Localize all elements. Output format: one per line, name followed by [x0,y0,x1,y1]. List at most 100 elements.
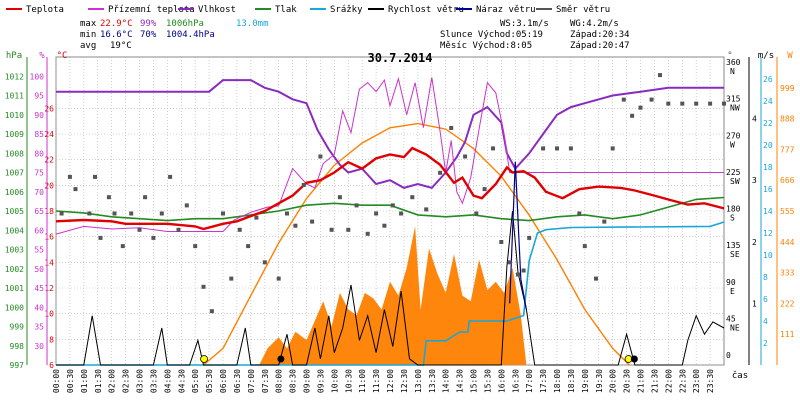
x-tick-label: 17:30 [539,369,548,393]
humidity-tick-label: 45 [34,284,44,293]
wind-direction-point [449,126,454,130]
wind-direction-point [621,97,626,102]
x-tick-label: 19:30 [595,369,604,393]
x-tick-label: 05:30 [205,369,214,393]
x-tick-label: 22:00 [664,369,673,393]
direction-tick-label: 180 [726,205,741,214]
wind-direction-point [87,211,92,216]
humidity-tick-label: 75 [34,169,44,178]
temp-tick-label: 22 [44,156,54,165]
wind-direction-point [73,187,78,192]
series-vlhkost [56,79,724,190]
wind-direction-point [301,183,306,187]
wind-direction-point [229,276,234,281]
wind-direction-point [237,227,242,232]
axis-unit-time: čas [732,370,748,381]
x-tick-label: 02:30 [122,369,131,393]
temp-tick-label: 20 [44,181,54,190]
wind-direction-point [630,113,635,118]
x-tick-label: 08:30 [289,369,298,393]
x-tick-label: 16:00 [497,369,506,393]
series-teplota [55,146,725,231]
wind-direction-point [424,207,429,212]
x-tick-label: 18:00 [553,369,562,393]
humidity-tick-label: 60 [34,226,44,235]
series-prizemni-teplota [55,76,724,235]
temp-tick-label: 6 [49,361,54,370]
wind-direction-point [491,146,495,151]
wind-direction-point [582,244,587,249]
wind-direction-point [221,211,225,216]
rain-tick-label: 12 [763,229,773,238]
humidity-tick-label: 35 [34,323,44,332]
series-tlak [55,196,725,222]
direction-tick-label: SE [730,250,740,259]
legend-label-naraz-vetru: Náraz větru [476,5,536,15]
wind-direction-point [293,223,298,228]
solar-tick-label: 111 [780,330,795,339]
legend-item-prizemni-teplota: Přízemní teplota [88,5,195,15]
stats-min-temp: 16.6°C [100,30,133,40]
x-tick-label: 09:00 [303,369,312,393]
stats-min-press: 1004.4hPa [166,30,215,40]
humidity-tick-label: 30 [34,342,44,351]
legend-label-prizemni-teplota: Přízemní teplota [108,5,195,15]
pressure-tick-label: 1008 [5,149,24,158]
wind-direction-point [708,101,713,106]
chart-date-title: 30.7.2014 [367,51,432,65]
info-block: WS:3.1m/s WG:4.2m/s Slunce Východ:05:19 … [440,19,630,51]
wind-direction-point [482,187,487,192]
wind-direction-point [143,195,148,200]
wind-direction-point [577,211,582,216]
x-tick-label: 03:00 [136,369,145,393]
pressure-tick-label: 1002 [5,265,24,274]
axis-unit-hpa: hPa [6,51,22,61]
wind-direction-point [602,219,607,224]
solar-tick-label: 666 [780,176,795,185]
x-tick-label: 17:00 [525,369,534,393]
direction-tick-label: 225 [726,168,741,177]
wind-direction-point [137,227,142,232]
wind-direction-point [499,240,504,244]
wind-direction-point [262,260,267,265]
moon-set-info: Západ:20:47 [570,41,630,51]
x-tick-label: 09:30 [316,369,325,393]
legend-item-smer-vetru: Směr větru [536,5,610,15]
x-tick-label: 15:00 [470,369,479,393]
direction-tick-label: 90 [726,278,736,287]
solar-tick-label: 777 [780,145,795,154]
pressure-tick-label: 1011 [5,92,24,101]
legend-item-tlak: Tlak [255,5,297,15]
stats-min-label: min [80,30,96,40]
direction-tick-label: S [730,214,735,223]
wind-gust-info: WG:4.2m/s [570,19,619,29]
wind-direction-point [318,154,323,159]
wind-direction-point [649,97,654,102]
direction-tick-label: 270 [726,131,741,140]
pressure-tick-label: 1010 [5,111,24,120]
x-tick-label: 23:30 [706,369,715,393]
axis-unit-celsius: °C [57,51,68,61]
moonset-marker [630,355,638,363]
x-tick-label: 16:30 [511,369,520,393]
wind-direction-point [374,211,379,216]
rain-tick-label: 24 [763,97,773,106]
rain-tick-label: 4 [763,317,768,326]
pressure-tick-label: 999 [10,323,25,332]
wind-direction-point [193,244,198,249]
rain-tick-label: 18 [763,163,773,172]
wind-direction-point [120,244,125,249]
x-tick-label: 01:30 [94,369,103,393]
humidity-tick-label: 65 [34,207,44,216]
wind-tick-label: 1 [752,299,757,308]
wind-direction-point [694,101,699,106]
humidity-tick-label: 100 [30,72,45,81]
x-tick-label: 23:00 [692,369,701,393]
x-tick-label: 21:30 [650,369,659,393]
solar-tick-label: 333 [780,269,795,278]
x-tick-label: 03:30 [149,369,158,393]
pressure-tick-label: 1012 [5,72,24,81]
pressure-tick-label: 1000 [5,303,24,312]
x-tick-label: 06:30 [233,369,242,393]
direction-tick-label: 0 [726,351,731,360]
